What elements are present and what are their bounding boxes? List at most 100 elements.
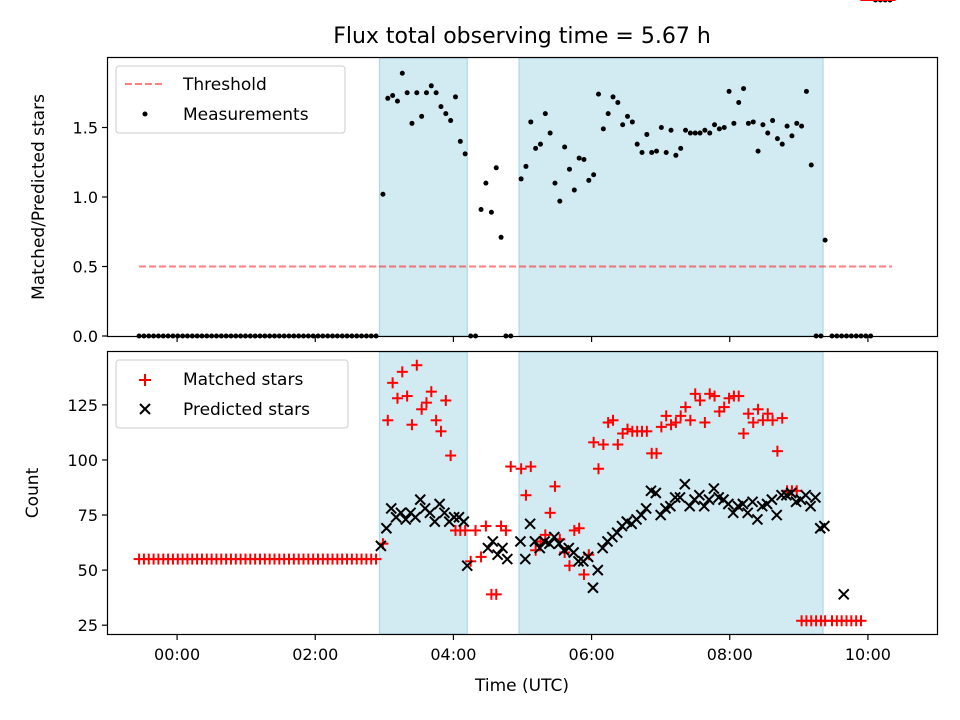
- legend-threshold-label: Threshold: [182, 75, 267, 95]
- measurement-point: [654, 148, 660, 154]
- predicted-star-point: [737, 498, 749, 510]
- y-axis-label-top: Matched/Predicted stars: [29, 94, 49, 300]
- predicted-star-point: [458, 515, 470, 528]
- measurement-point: [663, 150, 669, 156]
- matched-star-point: [525, 461, 537, 473]
- measurement-point: [741, 86, 747, 92]
- measurement-point: [779, 141, 785, 147]
- measurement-point: [702, 127, 708, 133]
- measurement-point: [765, 130, 771, 136]
- legend-matched-swatch: [139, 374, 151, 386]
- measurement-point: [493, 165, 499, 171]
- measurement-point: [726, 88, 732, 94]
- matched-star-point: [520, 489, 532, 501]
- predicted-star-point: [519, 553, 531, 565]
- predicted-star-point: [380, 522, 393, 534]
- measurement-point: [803, 88, 809, 94]
- measurement-point: [649, 150, 655, 156]
- matched-star-point: [470, 524, 482, 536]
- matched-star-point: [855, 615, 867, 627]
- measurement-point: [712, 122, 718, 128]
- predicted-star-point: [400, 513, 412, 526]
- measurement-point: [731, 120, 737, 126]
- measurement-point: [822, 237, 828, 243]
- predicted-star-point: [375, 540, 387, 552]
- measurement-point: [736, 99, 742, 105]
- matched-star-point: [382, 414, 394, 426]
- matched-star-point: [684, 414, 696, 426]
- predicted-star-point: [596, 542, 609, 554]
- x-ticks-bottom: 00:00 02:00 04:00 06:00 08:00 10:00: [154, 634, 891, 664]
- matched-star-point: [475, 551, 487, 563]
- measurement-point: [542, 111, 548, 117]
- measurement-point: [533, 145, 539, 151]
- matched-star-point: [490, 588, 502, 600]
- chart-title: Flux total observing time = 5.67 h: [333, 24, 711, 49]
- predicted-star-point: [746, 496, 759, 508]
- predicted-star-point: [703, 493, 715, 506]
- predicted-star-point: [698, 500, 710, 512]
- measurement-point: [409, 120, 415, 126]
- predicted-star-point: [496, 542, 509, 554]
- matched-star-point: [430, 414, 442, 426]
- predicted-star-point: [679, 478, 691, 490]
- matched-star-point: [440, 394, 452, 406]
- measurement-point: [399, 70, 405, 76]
- predicted-star-point: [722, 498, 735, 510]
- predicted-star-point: [461, 559, 473, 572]
- matched-star-point: [738, 428, 750, 440]
- matched-star-point: [670, 417, 682, 428]
- matched-star-point: [680, 401, 692, 413]
- matched-star-point: [694, 394, 706, 406]
- measurement-point: [745, 120, 751, 126]
- measurement-point: [547, 130, 553, 136]
- measurement-point: [774, 136, 780, 142]
- legend-measurements-label: Measurements: [183, 105, 309, 125]
- measurement-point: [462, 151, 468, 157]
- x-tick-label: 08:00: [707, 645, 753, 664]
- matched-star-point: [602, 417, 614, 428]
- y-ticks-bottom: 25 50 75 100 125: [67, 396, 108, 635]
- observing-window: [378, 351, 468, 635]
- measurement-point: [755, 148, 761, 154]
- matched-star-point: [699, 417, 711, 428]
- measurement-point: [428, 83, 434, 89]
- measurement-point: [760, 122, 766, 128]
- predicted-star-point: [592, 564, 604, 576]
- observing-windows-bottom: [378, 351, 824, 635]
- matched-star-point: [588, 436, 600, 448]
- matched-star-point: [401, 390, 413, 402]
- matched-star-point: [704, 388, 716, 400]
- measurement-point: [483, 180, 489, 186]
- predicted-star-point: [582, 551, 594, 563]
- legend-frame-top: [115, 65, 346, 134]
- measurement-point: [629, 119, 635, 125]
- matched-star-point: [665, 419, 677, 431]
- matched-star-point: [641, 425, 653, 437]
- measurement-point: [789, 133, 795, 139]
- legend-predicted-label: Predicted stars: [183, 400, 310, 420]
- measurement-point: [523, 163, 529, 169]
- x-tick-label: 06:00: [569, 645, 615, 664]
- measurement-point: [457, 138, 463, 144]
- measurement-point: [692, 130, 698, 136]
- measurement-point: [697, 130, 703, 136]
- predicted-series: [375, 478, 850, 601]
- matched-star-point: [651, 447, 663, 459]
- y-tick-label: 100: [67, 451, 98, 470]
- matched-star-point: [480, 520, 492, 532]
- x-tick-label: 04:00: [430, 645, 476, 664]
- measurement-point: [566, 166, 572, 172]
- measurement-point: [423, 90, 429, 96]
- measurement-point: [687, 130, 693, 136]
- matched-star-point: [689, 388, 701, 400]
- measurement-point: [595, 91, 601, 97]
- matched-star-point: [612, 439, 624, 451]
- predicted-star-point: [534, 542, 546, 554]
- measurement-point: [794, 120, 800, 126]
- matched-star-point: [549, 480, 561, 492]
- predicted-star-point: [529, 535, 541, 548]
- matched-star-point: [416, 403, 428, 415]
- predicted-star-point: [487, 535, 499, 548]
- matched-star-point: [675, 410, 687, 422]
